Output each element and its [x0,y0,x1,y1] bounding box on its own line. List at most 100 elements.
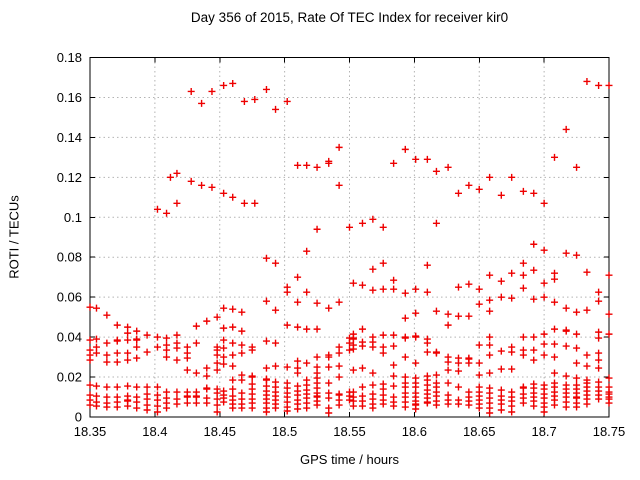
data-point-marker [605,310,613,318]
data-point-marker [113,383,121,391]
data-point-marker [173,169,181,177]
data-point-marker [530,266,538,274]
data-point-marker [432,401,440,409]
data-points-layer [86,77,613,417]
x-tick-label: 18.5 [272,424,297,439]
data-point-marker [583,268,591,276]
data-point-marker [103,393,111,401]
x-axis-label: GPS time / hours [300,452,399,467]
data-point-marker [349,335,357,343]
data-point-marker [208,87,216,95]
x-tick-label: 18.35 [74,424,107,439]
data-point-marker [519,259,527,267]
data-point-marker [349,402,357,410]
data-point-marker [432,167,440,175]
data-point-marker [238,404,246,412]
data-point-marker [379,349,387,357]
data-point-marker [335,181,343,189]
data-point-marker [551,269,559,277]
data-point-marker [113,321,121,329]
data-point-marker [238,389,246,397]
data-point-marker [283,321,291,329]
data-point-marker [313,401,321,409]
data-point-marker [465,401,473,409]
data-point-marker [240,199,248,207]
y-tick-label: 0.12 [57,170,82,185]
data-point-marker [573,374,581,382]
data-point-marker [173,199,181,207]
data-point-marker [605,271,613,279]
data-point-marker [349,366,357,374]
data-point-marker [313,363,321,371]
data-point-marker [153,343,161,351]
data-point-marker [124,349,132,357]
data-point-marker [143,348,151,356]
data-point-marker [86,401,94,409]
data-point-marker [124,336,132,344]
data-point-marker [583,306,591,314]
data-point-marker [173,331,181,339]
data-point-marker [133,336,141,344]
data-point-marker [229,376,237,384]
data-point-marker [325,363,333,371]
data-point-marker [475,341,483,349]
data-point-marker [540,279,548,287]
data-point-marker [262,297,270,305]
data-point-marker [573,163,581,171]
data-point-marker [486,307,494,315]
data-point-marker [153,396,161,404]
data-point-marker [379,223,387,231]
data-point-marker [294,405,302,413]
data-point-marker [530,295,538,303]
data-point-marker [551,298,559,306]
data-point-marker [379,331,387,339]
data-point-marker [444,163,452,171]
data-point-marker [192,399,200,407]
data-point-marker [465,359,473,367]
data-point-marker [251,95,259,103]
data-point-marker [173,400,181,408]
data-point-marker [153,333,161,341]
data-point-marker [335,343,343,351]
data-point-marker [379,259,387,267]
data-point-marker [248,404,256,412]
data-point-marker [133,354,141,362]
data-point-marker [143,331,151,339]
chart-title: Day 356 of 2015, Rate Of TEC Index for r… [190,10,509,25]
data-point-marker [605,81,613,89]
data-point-marker [444,358,452,366]
data-point-marker [213,351,221,359]
data-point-marker [240,97,248,105]
data-point-marker [358,364,366,372]
data-point-marker [412,405,420,413]
data-point-marker [530,333,538,341]
data-point-marker [465,312,473,320]
x-tick-label: 18.4 [142,424,167,439]
data-point-marker [595,288,603,296]
data-point-marker [262,337,270,345]
data-point-marker [220,353,228,361]
data-point-marker [390,342,398,350]
data-point-marker [163,346,171,354]
plot-border [89,57,610,418]
data-point-marker [166,173,174,181]
data-point-marker [262,85,270,93]
data-point-marker [213,366,221,374]
data-point-marker [238,349,246,357]
data-point-marker [313,325,321,333]
data-point-marker [390,331,398,339]
data-point-marker [390,276,398,284]
data-point-marker [562,327,570,335]
data-point-marker [573,359,581,367]
data-point-marker [369,265,377,273]
x-tick-label: 18.7 [531,424,556,439]
data-point-marker [335,373,343,381]
data-point-marker [133,398,141,406]
data-point-marker [325,379,333,387]
data-point-marker [401,403,409,411]
y-tick-label: 0.16 [57,90,82,105]
data-point-marker [303,161,311,169]
data-point-marker [573,308,581,316]
data-point-marker [124,382,132,390]
data-point-marker [562,342,570,350]
